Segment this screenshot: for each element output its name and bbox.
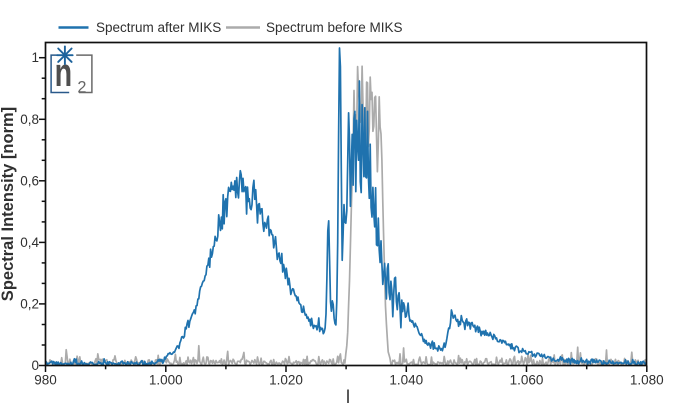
- svg-text:1.060: 1.060: [510, 373, 544, 388]
- svg-text:0,8: 0,8: [20, 112, 39, 127]
- svg-text:980: 980: [34, 373, 57, 388]
- svg-text:1: 1: [31, 50, 39, 65]
- svg-text:2: 2: [77, 79, 86, 97]
- svg-text:1.080: 1.080: [630, 373, 664, 388]
- svg-text:0,6: 0,6: [20, 173, 39, 188]
- svg-text:1.000: 1.000: [149, 373, 183, 388]
- svg-text:0,4: 0,4: [20, 235, 39, 250]
- svg-text:0,2: 0,2: [20, 296, 39, 311]
- svg-text:Spectral Intensity [norm]: Spectral Intensity [norm]: [0, 107, 17, 301]
- svg-text:0: 0: [31, 358, 39, 373]
- svg-text:l: l: [346, 387, 350, 407]
- svg-text:Spectrum after MIKS: Spectrum after MIKS: [96, 20, 221, 35]
- svg-text:Spectrum before MIKS: Spectrum before MIKS: [266, 20, 403, 35]
- svg-text:1.040: 1.040: [389, 373, 423, 388]
- svg-text:1.020: 1.020: [269, 373, 303, 388]
